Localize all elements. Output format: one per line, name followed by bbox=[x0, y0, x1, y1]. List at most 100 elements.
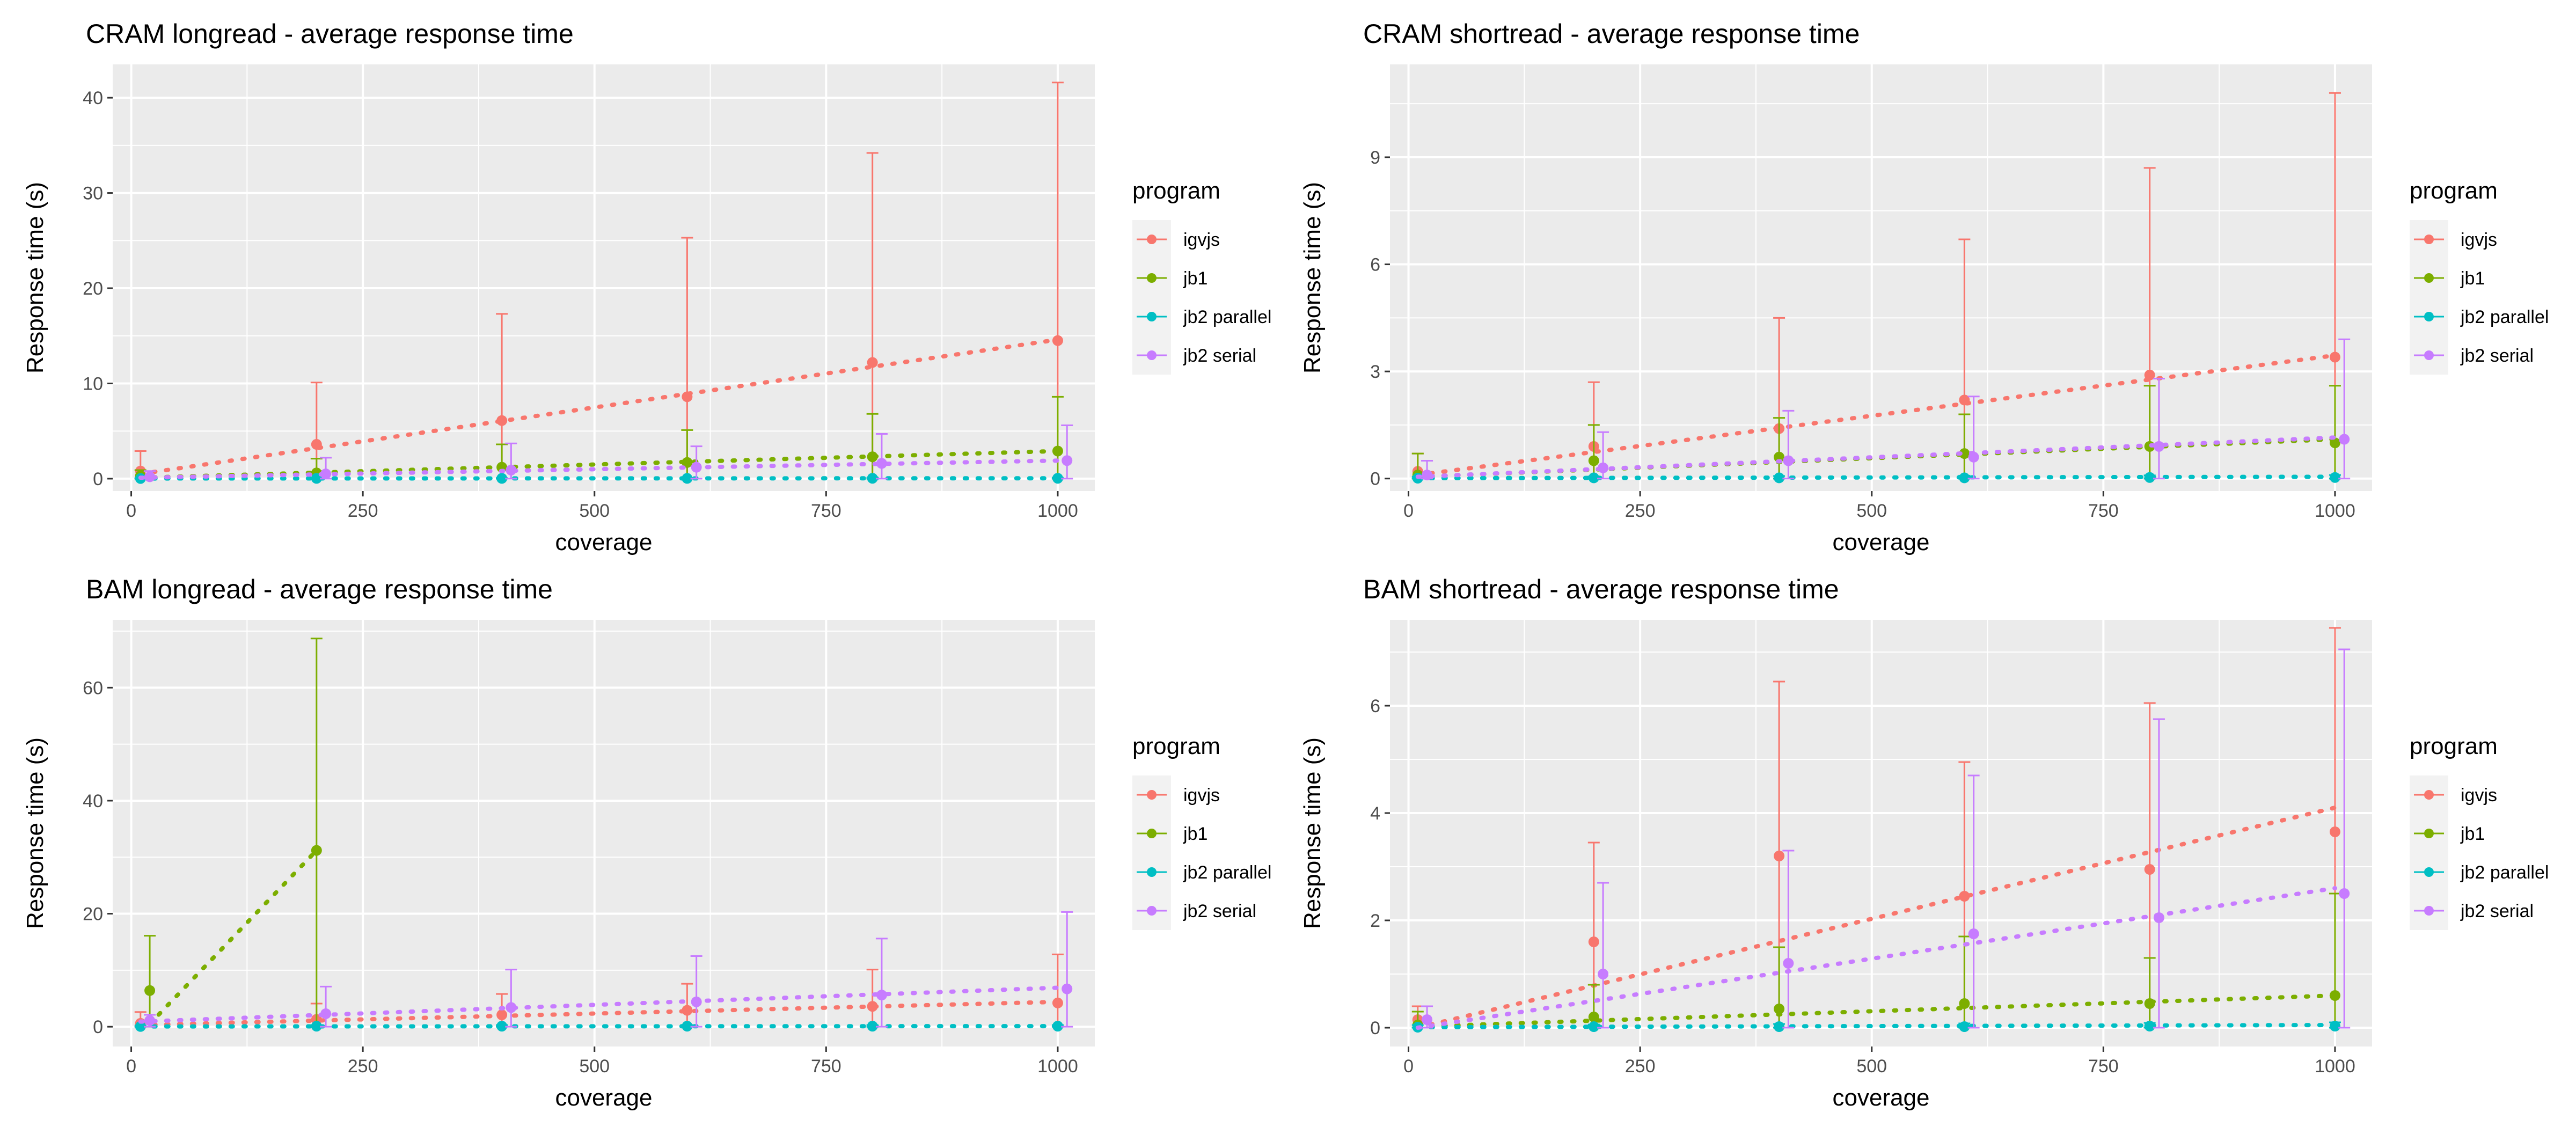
data-point bbox=[144, 1015, 156, 1026]
data-point bbox=[2144, 472, 2155, 483]
data-point bbox=[691, 462, 702, 473]
x-tick-label: 500 bbox=[579, 1056, 610, 1077]
legend-label: jb1 bbox=[2460, 824, 2485, 844]
legend-label: jb1 bbox=[1183, 268, 1208, 289]
data-point bbox=[1052, 997, 1063, 1008]
y-axis-label: Response time (s) bbox=[1299, 182, 1326, 374]
legend-label: jb2 parallel bbox=[2460, 862, 2549, 883]
data-point bbox=[1774, 1004, 1785, 1014]
chart-title: CRAM longread - average response time bbox=[86, 19, 574, 49]
data-point bbox=[1959, 1021, 1970, 1032]
x-tick-label: 750 bbox=[2088, 501, 2119, 521]
x-tick-label: 250 bbox=[1625, 1056, 1656, 1077]
legend: program igvjs jb1 jb2 parallel jb2 serial bbox=[1132, 178, 1271, 375]
legend-key-point bbox=[1147, 350, 1157, 360]
legend-title: program bbox=[2410, 733, 2498, 759]
trend-line bbox=[1415, 993, 2337, 1029]
data-point bbox=[1598, 462, 1609, 473]
x-tick-label: 500 bbox=[1856, 1056, 1887, 1077]
chart-panel-1: CRAM shortread - average response time 0 2… bbox=[1299, 19, 2549, 555]
trend-line bbox=[138, 1024, 1060, 1029]
data-point bbox=[1588, 455, 1599, 466]
data-point bbox=[1588, 472, 1599, 484]
y-tick-label: 10 bbox=[83, 374, 103, 394]
data-point bbox=[1968, 451, 1979, 463]
legend-label: igvjs bbox=[1183, 785, 1220, 806]
legend-title: program bbox=[2410, 178, 2498, 204]
y-axis-label: Response time (s) bbox=[22, 182, 48, 374]
data-point bbox=[1062, 983, 1073, 994]
data-point bbox=[691, 996, 702, 1007]
data-point bbox=[1052, 445, 1063, 457]
data-point bbox=[2153, 912, 2164, 923]
data-point bbox=[1959, 394, 1970, 406]
chart-title: BAM shortread - average response time bbox=[1363, 574, 1839, 604]
trend-line bbox=[138, 999, 1060, 1027]
y-tick-label: 0 bbox=[93, 469, 103, 489]
data-point bbox=[2144, 864, 2155, 875]
data-point bbox=[506, 1002, 517, 1013]
y-tick-label: 40 bbox=[83, 791, 103, 811]
data-point bbox=[682, 1005, 693, 1016]
data-point bbox=[2153, 441, 2164, 452]
data-point bbox=[867, 1001, 878, 1012]
x-axis-label: coverage bbox=[555, 529, 652, 555]
chart-panel-3: BAM shortread - average response time 0 25… bbox=[1299, 574, 2549, 1111]
data-point bbox=[144, 985, 156, 996]
legend-label: jb2 serial bbox=[2460, 901, 2534, 921]
data-point bbox=[867, 473, 878, 484]
legend-key-point bbox=[2424, 350, 2434, 360]
series-jb1 bbox=[144, 638, 323, 1028]
x-tick-label: 0 bbox=[1403, 501, 1414, 521]
data-point bbox=[2329, 990, 2340, 1001]
legend-label: jb2 serial bbox=[1183, 901, 1256, 921]
legend-label: jb2 serial bbox=[2460, 346, 2534, 366]
x-tick-label: 0 bbox=[1403, 1056, 1414, 1077]
legend-key-point bbox=[1147, 235, 1157, 244]
trend-line bbox=[138, 337, 1060, 477]
data-point bbox=[1959, 472, 1970, 484]
legend-key-point bbox=[1147, 273, 1157, 283]
legend-key-point bbox=[2424, 312, 2434, 321]
x-tick-label: 250 bbox=[348, 1056, 378, 1077]
series-jb2-serial bbox=[1415, 338, 2351, 481]
data-point bbox=[506, 464, 517, 475]
data-point bbox=[682, 1021, 693, 1032]
y-tick-label: 0 bbox=[93, 1017, 103, 1037]
y-tick-label: 6 bbox=[1370, 255, 1380, 275]
data-point bbox=[311, 845, 322, 856]
data-point bbox=[1959, 448, 1970, 459]
legend: program igvjs jb1 jb2 parallel jb2 serial bbox=[2410, 178, 2549, 375]
trend-line bbox=[1415, 435, 2337, 479]
series-jb2-serial bbox=[138, 911, 1073, 1028]
data-point bbox=[867, 1021, 878, 1032]
data-point bbox=[1968, 928, 1979, 939]
chart-panel-2: BAM longread - average response time 0 250… bbox=[22, 574, 1271, 1111]
legend-key-point bbox=[2424, 235, 2434, 244]
data-point bbox=[1959, 998, 1970, 1009]
x-tick-label: 250 bbox=[348, 501, 378, 521]
x-tick-label: 750 bbox=[2088, 1056, 2119, 1077]
y-tick-label: 0 bbox=[1370, 1018, 1380, 1038]
trend-line bbox=[1415, 806, 2337, 1030]
legend-key-point bbox=[2424, 829, 2434, 838]
x-tick-label: 0 bbox=[126, 501, 136, 521]
legend-label: igvjs bbox=[2461, 785, 2497, 806]
data-point bbox=[1774, 472, 1785, 484]
data-point bbox=[1062, 455, 1073, 466]
trend-line bbox=[1415, 474, 2337, 481]
data-point bbox=[1052, 335, 1063, 346]
trend-line bbox=[1415, 1023, 2337, 1029]
data-point bbox=[2329, 472, 2340, 483]
x-axis-label: coverage bbox=[555, 1085, 652, 1111]
series-jb2-serial bbox=[1415, 648, 2351, 1030]
y-axis-label: Response time (s) bbox=[1299, 737, 1326, 929]
data-point bbox=[1959, 891, 1970, 902]
data-point bbox=[2329, 826, 2340, 837]
data-point bbox=[682, 473, 693, 484]
legend-key-point bbox=[1147, 867, 1157, 877]
legend-title: program bbox=[1132, 178, 1220, 204]
data-point bbox=[1422, 470, 1433, 481]
x-tick-label: 0 bbox=[126, 1056, 136, 1077]
